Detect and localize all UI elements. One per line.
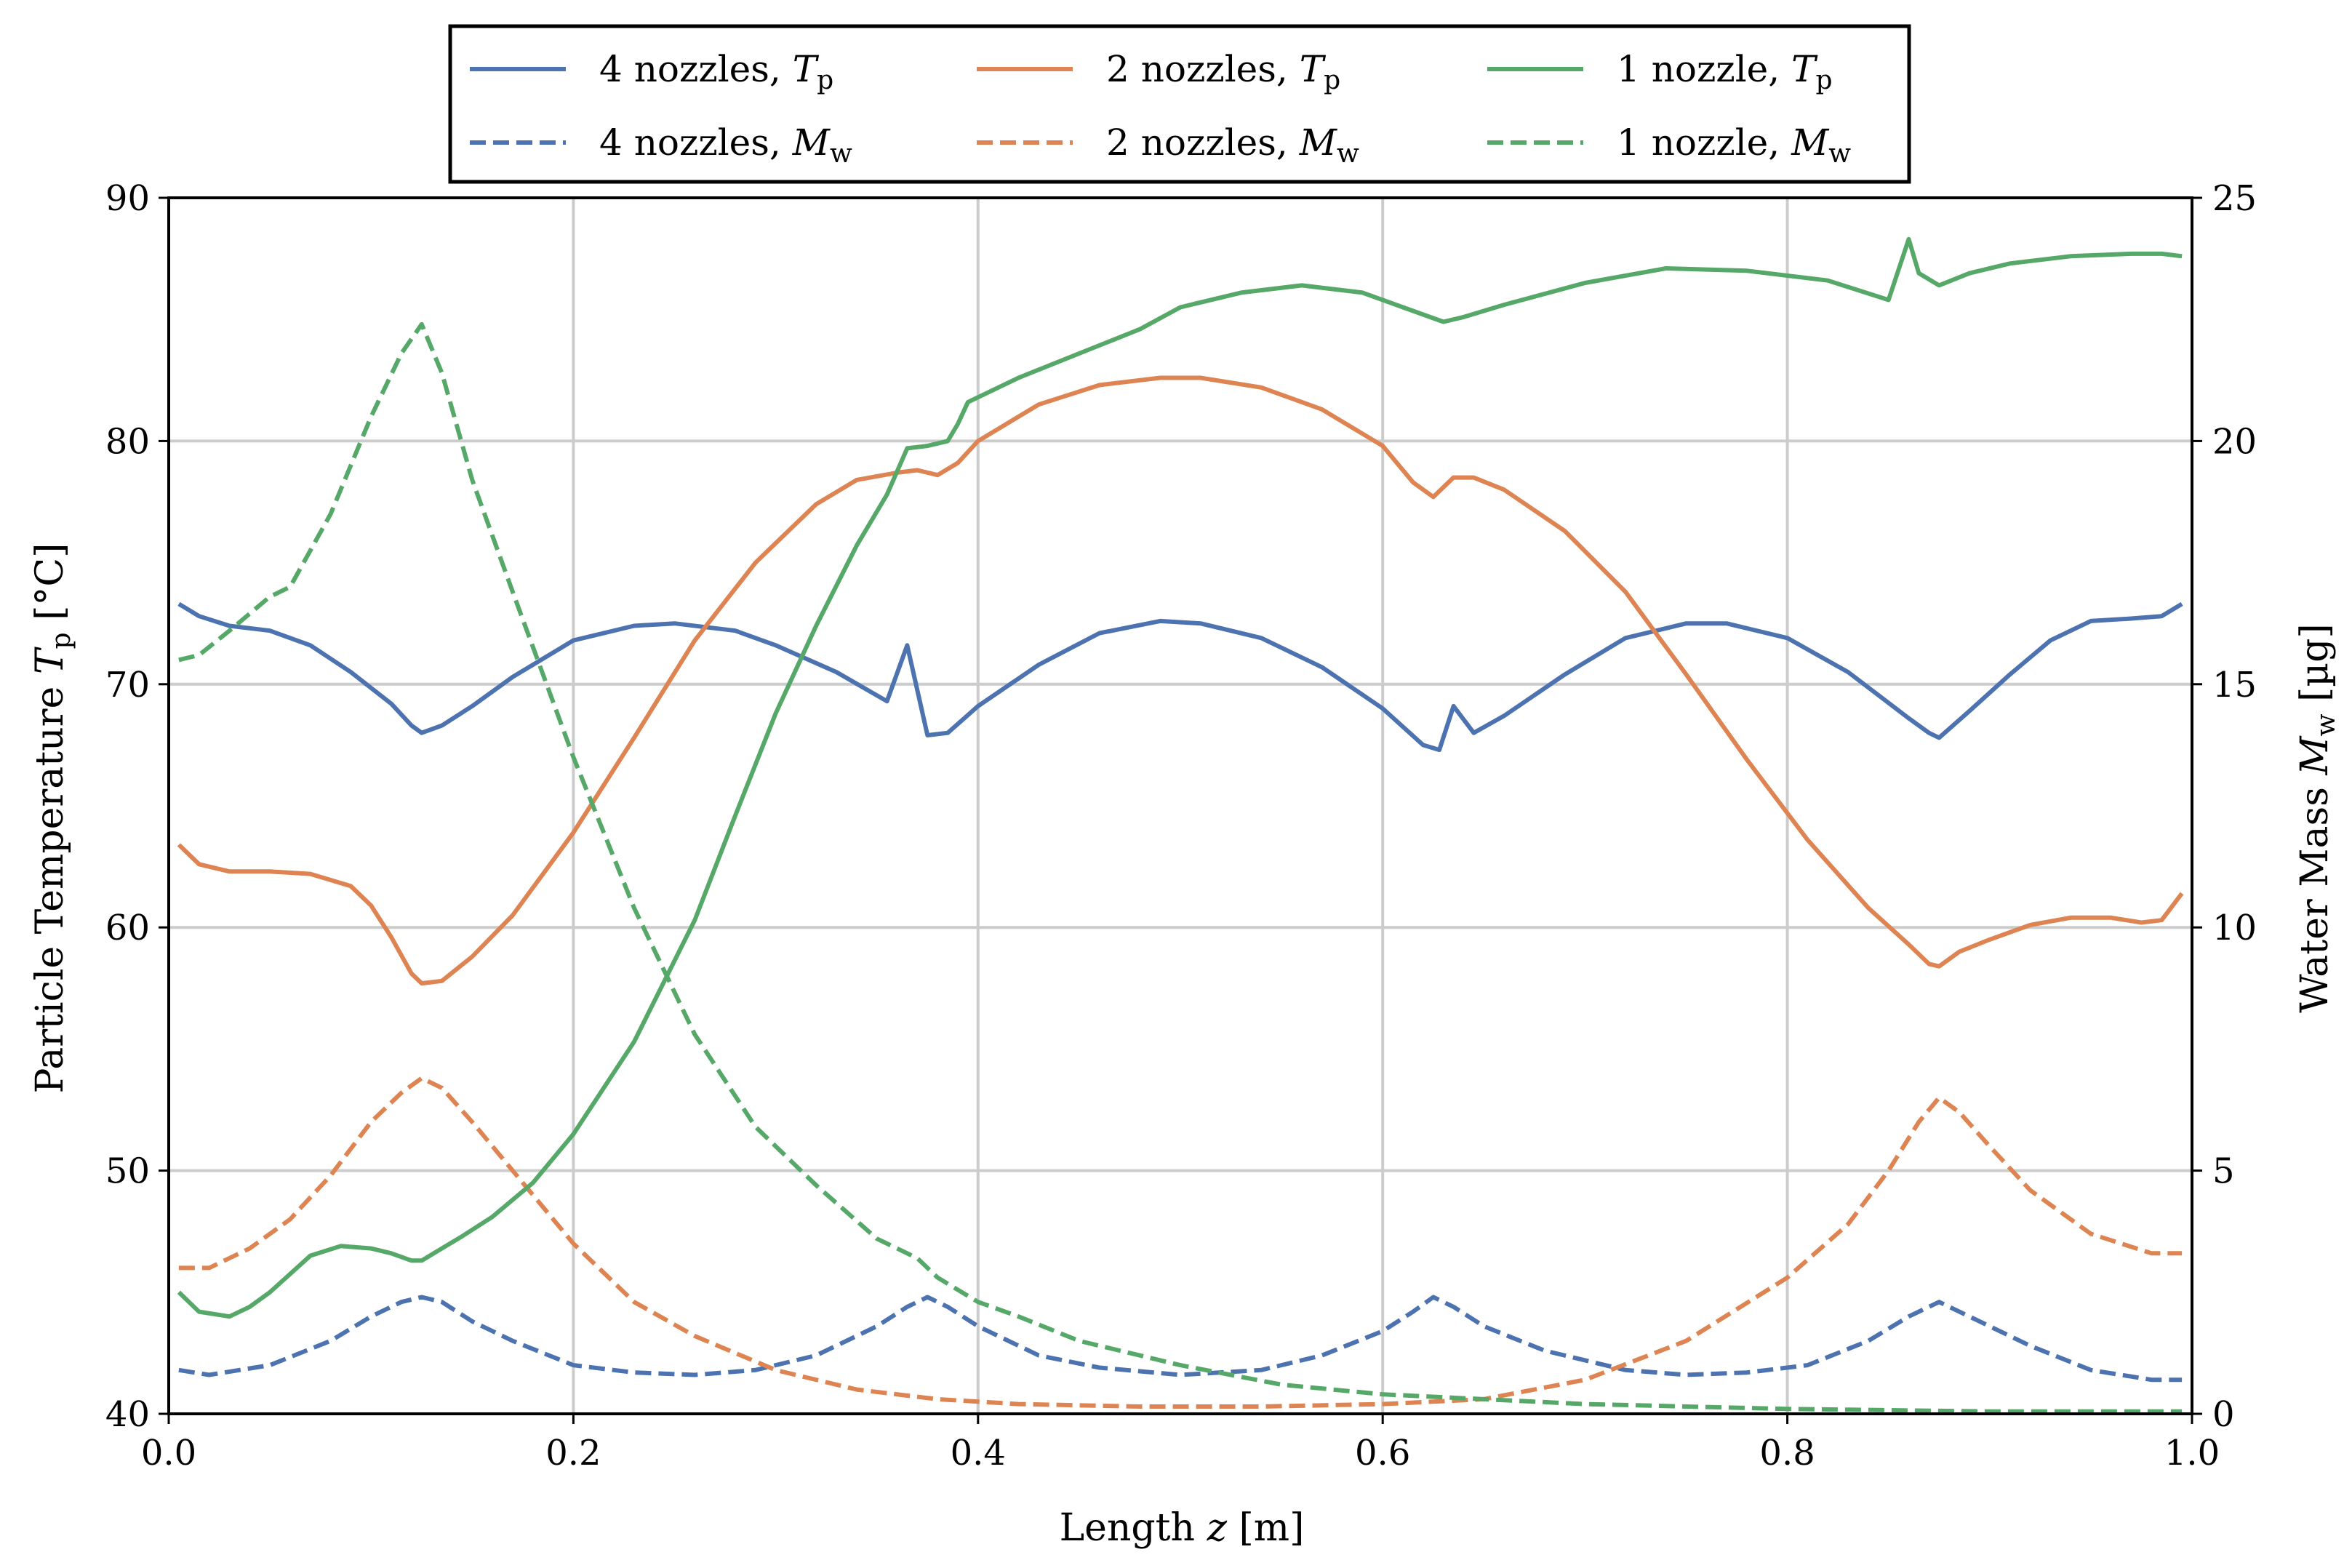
- y-axis-left-label-prefix: Particle Temperature: [28, 674, 72, 1093]
- y-axis-right-label: Water Mass Mw [µg]: [2293, 623, 2341, 1012]
- y-left-tick-label: 70: [105, 665, 150, 705]
- legend-entry-prefix: 1 nozzle,: [1617, 48, 1791, 90]
- legend-entry-symbol: T: [1791, 48, 1818, 90]
- y-left-tick-label: 40: [105, 1394, 150, 1435]
- x-tick-label: 0.8: [1759, 1433, 1815, 1473]
- y-right-tick-label: 10: [2212, 908, 2257, 948]
- x-tick-label: 0.4: [951, 1433, 1006, 1473]
- y-axis-right-label-symbol: M: [2293, 735, 2337, 776]
- legend-entry-symbol: T: [793, 48, 820, 90]
- legend-entry-label: 4 nozzles, Tp: [599, 48, 833, 95]
- y-left-tick-label: 50: [105, 1151, 150, 1192]
- legend-entry-label: 1 nozzle, Tp: [1617, 48, 1832, 95]
- x-axis-label-prefix: Length: [1060, 1506, 1207, 1550]
- series-line-4-nozzles-mw: [178, 1295, 2183, 1383]
- y-axis-left-label-unit: [°C]: [28, 543, 72, 633]
- series-line-1-nozzle-tp: [177, 236, 2183, 1319]
- legend-entry-prefix: 2 nozzles,: [1106, 48, 1300, 90]
- ticks: 0.0 0.2 0.4 0.6 0.8 1.0 40 50 60 70 80 90 0 5 10 15 20 25: [105, 178, 2257, 1473]
- x-axis-label: Length z [m]: [1060, 1506, 1305, 1550]
- series-line-2-nozzles-mw: [178, 1076, 2183, 1409]
- series-line-1-nozzle-mw: [178, 321, 2183, 1414]
- series-group: [177, 236, 2184, 1414]
- plot-frame: [167, 196, 2193, 1415]
- x-tick-label: 1.0: [2164, 1433, 2220, 1473]
- legend-entry-label: 2 nozzles, Mw: [1106, 121, 1359, 169]
- legend: 4 nozzles, Tp 2 nozzles, Tp 1 nozzle, Tp4 …: [448, 24, 1911, 184]
- legend-entry-prefix: 1 nozzle,: [1617, 121, 1791, 164]
- legend-entry-symbol: M: [792, 121, 831, 164]
- series-line-2-nozzles-tp: [177, 375, 2184, 986]
- y-left-tick-label: 90: [105, 178, 150, 219]
- x-tick-label: 0.6: [1355, 1433, 1410, 1473]
- legend-entry-symbol: M: [1299, 121, 1338, 164]
- legend-entry-prefix: 4 nozzles,: [599, 121, 793, 164]
- y-right-tick-label: 15: [2212, 665, 2257, 705]
- y-axis-left-label-symbol: T: [28, 647, 72, 674]
- y-right-tick-label: 0: [2212, 1394, 2235, 1435]
- legend-box: [448, 24, 1911, 184]
- legend-entry-sub: p: [817, 65, 833, 95]
- legend-entry-sub: p: [1324, 65, 1340, 95]
- y-axis-left-label: Particle Temperature Tp [°C]: [28, 543, 76, 1094]
- legend-entry-label: 2 nozzles, Tp: [1106, 48, 1340, 95]
- y-axis-right-label-prefix: Water Mass: [2293, 775, 2337, 1013]
- y-axis-left-label-sub: p: [47, 632, 76, 649]
- y-left-tick-label: 80: [105, 421, 150, 462]
- series-layer: [177, 236, 2184, 1414]
- x-axis-label-symbol: z: [1207, 1506, 1228, 1550]
- y-axis-right-label-sub: w: [2311, 713, 2341, 736]
- legend-entry-label: 1 nozzle, Mw: [1617, 121, 1851, 169]
- y-left-tick-label: 60: [105, 908, 150, 948]
- y-axis-right-label-unit: [µg]: [2293, 623, 2337, 713]
- x-tick-label: 0.0: [141, 1433, 196, 1473]
- legend-entry-sub: p: [1815, 65, 1832, 95]
- y-right-tick-label: 20: [2212, 421, 2257, 462]
- x-axis-label-unit: [m]: [1227, 1506, 1304, 1550]
- legend-entry-sub: w: [830, 139, 852, 169]
- legend-entry-prefix: 4 nozzles,: [599, 48, 793, 90]
- grid: [169, 198, 2192, 1414]
- legend-entry-symbol: M: [1791, 121, 1830, 164]
- x-tick-label: 0.2: [545, 1433, 601, 1473]
- legend-entry-sub: w: [1828, 139, 1851, 169]
- y-right-tick-label: 5: [2212, 1151, 2235, 1192]
- legend-entry-prefix: 2 nozzles,: [1106, 121, 1300, 164]
- series-line-4-nozzles-tp: [177, 601, 2183, 753]
- legend-entry-sub: w: [1337, 139, 1359, 169]
- legend-entry-label: 4 nozzles, Mw: [599, 121, 852, 169]
- y-right-tick-label: 25: [2212, 178, 2257, 219]
- legend-entry-symbol: T: [1300, 48, 1327, 90]
